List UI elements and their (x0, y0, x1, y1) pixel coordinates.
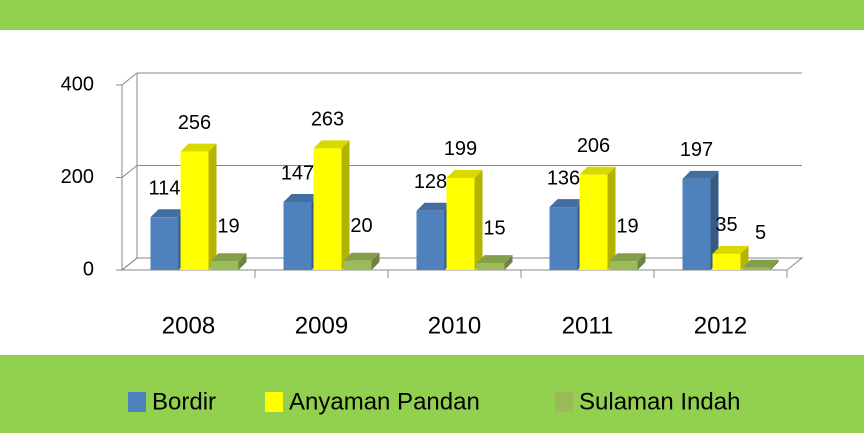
bar-top (682, 170, 719, 179)
bar-front (416, 210, 445, 270)
bar (180, 143, 217, 270)
value-label: 197 (680, 139, 713, 161)
value-label: 263 (311, 109, 344, 131)
legend-label: Bordir (152, 388, 216, 415)
bar-side (474, 169, 483, 270)
bar-top (712, 245, 749, 254)
bar-front (609, 261, 638, 270)
legend-label: Sulaman Indah (579, 388, 740, 415)
legend-swatch (128, 392, 146, 412)
bar-front (742, 267, 771, 270)
value-label: 35 (715, 214, 737, 236)
value-label: 206 (577, 135, 610, 157)
legend-swatch (265, 392, 283, 412)
bar-front (549, 207, 578, 270)
x-tick-label: 2009 (295, 312, 348, 339)
bar-front (283, 202, 312, 270)
bar-front (712, 253, 741, 270)
value-label: 199 (444, 138, 477, 160)
bar-side (504, 255, 513, 270)
bar (313, 140, 350, 270)
bar-front (180, 151, 209, 270)
y-tick-label: 0 (83, 258, 94, 280)
bar-top (742, 259, 779, 268)
grid-line (121, 165, 802, 178)
bar-top (579, 166, 616, 175)
value-label: 20 (350, 215, 372, 237)
value-label: 256 (178, 112, 211, 134)
legend-swatch (555, 392, 573, 412)
bar (609, 253, 646, 270)
bar-side (208, 143, 217, 270)
bar-top (609, 253, 646, 262)
x-tick-label: 2011 (562, 312, 614, 339)
y-tick-label: 400 (61, 73, 94, 95)
bar (343, 252, 380, 270)
bar (210, 253, 247, 270)
x-tick-label: 2008 (162, 312, 215, 339)
x-tick-label: 2012 (694, 312, 747, 339)
value-label: 136 (547, 167, 580, 189)
x-tick-label: 2010 (428, 312, 481, 339)
bar-front (579, 174, 608, 270)
bar-side (770, 259, 779, 270)
bar (712, 245, 749, 270)
value-label: 19 (616, 215, 638, 237)
bar-top (283, 194, 320, 203)
bar-side (710, 170, 719, 270)
bar (579, 166, 616, 270)
bar-top (313, 140, 350, 149)
bar-front (682, 178, 711, 270)
value-label: 19 (217, 215, 239, 237)
bar-front (150, 217, 179, 270)
value-label: 5 (755, 222, 766, 244)
bar-top (210, 253, 247, 262)
bar-front (313, 148, 342, 270)
bar-front (476, 263, 505, 270)
top-band (0, 0, 864, 30)
value-label: 15 (483, 217, 505, 239)
bar-top (476, 255, 513, 264)
value-label: 114 (149, 178, 181, 200)
grid-line (121, 72, 802, 86)
bar-top (416, 202, 453, 211)
bar-front (210, 261, 239, 270)
legend-label: Anyaman Pandan (289, 388, 480, 415)
bar-side (637, 253, 646, 270)
bar (742, 259, 779, 270)
bar-front (446, 177, 475, 270)
bar-side (371, 252, 380, 270)
bar (446, 169, 483, 270)
bar-top (446, 169, 483, 178)
y-tick-label: 200 (61, 166, 94, 188)
bar-side (341, 140, 350, 270)
value-label: 128 (414, 171, 447, 193)
bar-top (343, 252, 380, 261)
value-label: 147 (281, 162, 314, 184)
bar-top (549, 199, 586, 208)
bar (476, 255, 513, 270)
bar-side (238, 253, 247, 270)
bar-front (343, 260, 372, 270)
bar-top (180, 143, 217, 152)
bar (682, 170, 719, 270)
bar-top (150, 209, 187, 218)
bar-side (607, 166, 616, 270)
